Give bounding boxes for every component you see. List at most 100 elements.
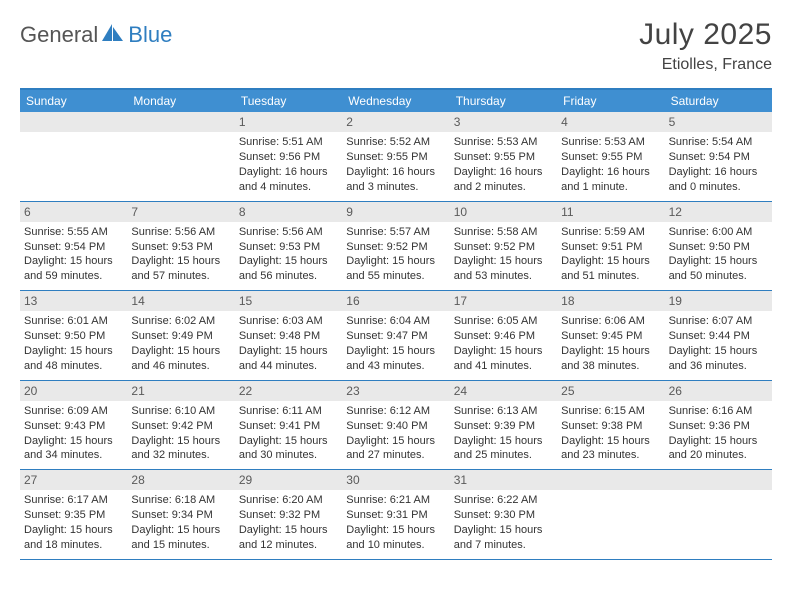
day-cell: 21Sunrise: 6:10 AMSunset: 9:42 PMDayligh… (127, 381, 234, 470)
date-number: 7 (127, 202, 234, 222)
day-detail: Sunrise: 6:06 AM (561, 314, 660, 329)
empty-cell (665, 470, 772, 559)
day-cell: 19Sunrise: 6:07 AMSunset: 9:44 PMDayligh… (665, 291, 772, 380)
day-detail: Sunrise: 5:52 AM (346, 135, 445, 150)
day-cell: 18Sunrise: 6:06 AMSunset: 9:45 PMDayligh… (557, 291, 664, 380)
day-detail: and 46 minutes. (131, 359, 230, 374)
week-row: 1Sunrise: 5:51 AMSunset: 9:56 PMDaylight… (20, 112, 772, 202)
date-number: 19 (665, 291, 772, 311)
day-detail: Sunrise: 6:12 AM (346, 404, 445, 419)
day-header: Monday (127, 90, 234, 112)
day-detail: Sunrise: 6:11 AM (239, 404, 338, 419)
day-cell: 24Sunrise: 6:13 AMSunset: 9:39 PMDayligh… (450, 381, 557, 470)
day-detail: Daylight: 15 hours (24, 254, 123, 269)
day-detail: Sunrise: 6:15 AM (561, 404, 660, 419)
day-detail: Sunset: 9:52 PM (454, 240, 553, 255)
date-number: 26 (665, 381, 772, 401)
day-detail: Daylight: 15 hours (131, 344, 230, 359)
day-detail: Sunset: 9:39 PM (454, 419, 553, 434)
day-detail: Sunset: 9:51 PM (561, 240, 660, 255)
day-detail: Sunrise: 6:02 AM (131, 314, 230, 329)
day-detail: Sunset: 9:30 PM (454, 508, 553, 523)
day-detail: Daylight: 15 hours (669, 254, 768, 269)
day-detail: Sunset: 9:55 PM (454, 150, 553, 165)
day-detail: and 51 minutes. (561, 269, 660, 284)
day-cell: 22Sunrise: 6:11 AMSunset: 9:41 PMDayligh… (235, 381, 342, 470)
day-detail: Sunset: 9:50 PM (669, 240, 768, 255)
day-cell: 26Sunrise: 6:16 AMSunset: 9:36 PMDayligh… (665, 381, 772, 470)
day-header: Thursday (450, 90, 557, 112)
day-detail: Sunset: 9:47 PM (346, 329, 445, 344)
date-number: 1 (235, 112, 342, 132)
day-cell: 15Sunrise: 6:03 AMSunset: 9:48 PMDayligh… (235, 291, 342, 380)
date-number-empty (127, 112, 234, 132)
date-number: 6 (20, 202, 127, 222)
date-number: 20 (20, 381, 127, 401)
day-detail: Sunrise: 6:05 AM (454, 314, 553, 329)
day-detail: and 32 minutes. (131, 448, 230, 463)
day-detail: Daylight: 16 hours (454, 165, 553, 180)
day-detail: Sunrise: 6:03 AM (239, 314, 338, 329)
day-cell: 27Sunrise: 6:17 AMSunset: 9:35 PMDayligh… (20, 470, 127, 559)
empty-cell (557, 470, 664, 559)
day-detail: Sunrise: 6:04 AM (346, 314, 445, 329)
day-detail: and 56 minutes. (239, 269, 338, 284)
date-number: 15 (235, 291, 342, 311)
day-detail: Daylight: 15 hours (561, 434, 660, 449)
date-number: 18 (557, 291, 664, 311)
date-number: 5 (665, 112, 772, 132)
day-cell: 31Sunrise: 6:22 AMSunset: 9:30 PMDayligh… (450, 470, 557, 559)
day-header: Friday (557, 90, 664, 112)
title-block: July 2025 Etiolles, France (639, 18, 772, 74)
date-number: 3 (450, 112, 557, 132)
day-detail: Sunrise: 6:18 AM (131, 493, 230, 508)
day-detail: Daylight: 15 hours (669, 434, 768, 449)
calendar-weeks: 1Sunrise: 5:51 AMSunset: 9:56 PMDaylight… (20, 112, 772, 560)
week-row: 6Sunrise: 5:55 AMSunset: 9:54 PMDaylight… (20, 202, 772, 292)
day-detail: and 18 minutes. (24, 538, 123, 553)
date-number: 16 (342, 291, 449, 311)
day-cell: 25Sunrise: 6:15 AMSunset: 9:38 PMDayligh… (557, 381, 664, 470)
day-detail: Sunrise: 6:22 AM (454, 493, 553, 508)
day-detail: and 57 minutes. (131, 269, 230, 284)
week-row: 13Sunrise: 6:01 AMSunset: 9:50 PMDayligh… (20, 291, 772, 381)
date-number: 23 (342, 381, 449, 401)
date-number-empty (20, 112, 127, 132)
day-detail: Sunrise: 5:59 AM (561, 225, 660, 240)
day-detail: Sunset: 9:52 PM (346, 240, 445, 255)
day-detail: Sunset: 9:34 PM (131, 508, 230, 523)
date-number: 17 (450, 291, 557, 311)
day-cell: 1Sunrise: 5:51 AMSunset: 9:56 PMDaylight… (235, 112, 342, 201)
date-number: 8 (235, 202, 342, 222)
day-cell: 12Sunrise: 6:00 AMSunset: 9:50 PMDayligh… (665, 202, 772, 291)
date-number: 11 (557, 202, 664, 222)
date-number-empty (665, 470, 772, 490)
day-detail: Daylight: 15 hours (346, 434, 445, 449)
day-detail: Daylight: 15 hours (239, 254, 338, 269)
day-detail: Daylight: 15 hours (239, 434, 338, 449)
day-detail: Daylight: 15 hours (131, 523, 230, 538)
day-detail: Sunrise: 6:17 AM (24, 493, 123, 508)
day-detail: Sunrise: 5:56 AM (131, 225, 230, 240)
day-detail: and 1 minute. (561, 180, 660, 195)
day-detail: Daylight: 15 hours (239, 523, 338, 538)
day-detail: and 7 minutes. (454, 538, 553, 553)
day-detail: Daylight: 16 hours (561, 165, 660, 180)
day-detail: Daylight: 15 hours (454, 254, 553, 269)
brand-part1: General (20, 22, 98, 48)
day-detail: Sunset: 9:45 PM (561, 329, 660, 344)
day-cell: 29Sunrise: 6:20 AMSunset: 9:32 PMDayligh… (235, 470, 342, 559)
day-detail: Daylight: 15 hours (24, 344, 123, 359)
day-detail: Daylight: 16 hours (346, 165, 445, 180)
day-detail: and 43 minutes. (346, 359, 445, 374)
date-number: 27 (20, 470, 127, 490)
day-cell: 30Sunrise: 6:21 AMSunset: 9:31 PMDayligh… (342, 470, 449, 559)
empty-cell (20, 112, 127, 201)
day-detail: Sunset: 9:54 PM (24, 240, 123, 255)
day-detail: Sunset: 9:35 PM (24, 508, 123, 523)
day-detail: Daylight: 15 hours (346, 523, 445, 538)
day-detail: Sunset: 9:53 PM (131, 240, 230, 255)
day-detail: Daylight: 16 hours (239, 165, 338, 180)
day-detail: and 48 minutes. (24, 359, 123, 374)
day-cell: 11Sunrise: 5:59 AMSunset: 9:51 PMDayligh… (557, 202, 664, 291)
